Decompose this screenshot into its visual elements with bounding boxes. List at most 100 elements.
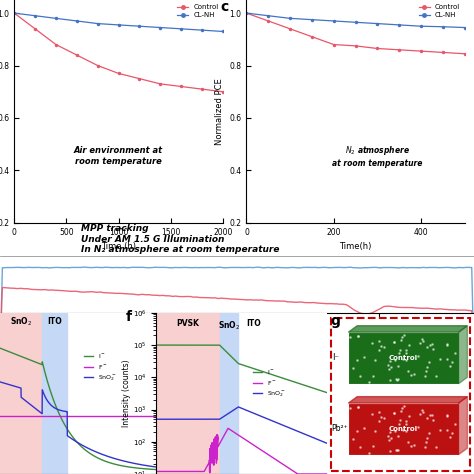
Text: SnO$_2$: SnO$_2$ [10, 315, 32, 328]
Point [417, 339, 424, 346]
Y-axis label: Intensity (counts): Intensity (counts) [122, 360, 131, 427]
Text: SnO$_2$: SnO$_2$ [218, 319, 240, 332]
Text: Pb²⁺: Pb²⁺ [331, 424, 348, 433]
I$^-$ [0, 345, 3, 351]
Point [414, 352, 422, 360]
Point [424, 364, 431, 371]
Point [451, 420, 458, 428]
F$^-$ [324, 471, 330, 474]
SnO$_2^-$ [60, 408, 66, 414]
Point [391, 338, 398, 346]
Point [387, 364, 394, 371]
SnO$_2^-$ [119, 458, 125, 464]
X-axis label: Time (h): Time (h) [101, 242, 136, 251]
FancyBboxPatch shape [331, 318, 470, 471]
I$^-$ [119, 463, 125, 469]
Point [354, 403, 361, 411]
I$^-$ [319, 388, 325, 394]
Point [422, 438, 430, 446]
SnO$_2^-$ [0, 379, 3, 385]
Point [386, 428, 393, 436]
Text: g: g [330, 314, 340, 328]
Point [424, 434, 431, 442]
Point [428, 340, 436, 347]
F$^-$ [60, 413, 66, 419]
Polygon shape [348, 397, 467, 403]
I$^-$ [66, 429, 72, 435]
F$^-$ [0, 413, 3, 419]
Point [427, 341, 434, 348]
Point [443, 342, 451, 349]
Point [399, 333, 406, 340]
Point [443, 412, 451, 420]
Point [405, 341, 412, 348]
I$^-$ [105, 459, 110, 465]
Point [430, 416, 438, 424]
Point [377, 343, 384, 350]
Point [354, 333, 361, 340]
F$^-$ [154, 469, 159, 474]
Point [428, 411, 436, 419]
Point [419, 409, 427, 416]
Point [375, 337, 383, 345]
Point [349, 435, 356, 442]
Point [386, 447, 393, 455]
Point [391, 409, 398, 417]
Point [418, 336, 425, 343]
Point [384, 432, 392, 439]
Point [346, 333, 354, 340]
Point [400, 402, 407, 410]
Point [353, 427, 361, 435]
I$^-$ [60, 419, 66, 425]
Line: SnO$_2^-$: SnO$_2^-$ [156, 407, 327, 443]
I$^-$ [319, 388, 325, 394]
Point [392, 356, 399, 364]
Point [368, 340, 375, 347]
Text: Control: Control [389, 355, 418, 361]
Point [432, 372, 440, 380]
Point [365, 378, 373, 385]
Point [356, 372, 364, 380]
Point [386, 376, 393, 384]
Point [356, 443, 364, 451]
Point [369, 372, 376, 379]
Bar [42, 313, 67, 474]
F$^-$ [288, 467, 294, 473]
Point [396, 417, 404, 424]
Point [397, 407, 405, 414]
Point [387, 434, 394, 442]
F$^-$ [225, 426, 231, 431]
Point [371, 356, 378, 364]
F$^-$ [295, 471, 301, 474]
Point [392, 376, 400, 383]
Bar [219, 313, 238, 474]
Polygon shape [458, 397, 467, 455]
Point [432, 443, 440, 450]
Polygon shape [348, 326, 467, 332]
Point [430, 346, 438, 353]
Line: I$^-$: I$^-$ [0, 348, 156, 470]
F$^-$ [13, 413, 19, 419]
Point [444, 355, 451, 363]
Point [397, 336, 405, 344]
Point [404, 367, 411, 374]
F$^-$ [319, 471, 325, 474]
Text: c: c [220, 0, 228, 14]
Point [444, 426, 451, 433]
Point [448, 429, 456, 437]
SnO$_2^-$ [237, 405, 242, 410]
SnO$_2^-$ [324, 440, 330, 446]
I$^-$ [122, 464, 128, 469]
Point [391, 338, 398, 346]
Point [423, 414, 431, 422]
Point [380, 344, 387, 351]
F$^-$ [119, 413, 125, 419]
Point [404, 438, 411, 446]
SnO$_2^-$ [13, 384, 19, 390]
Point [395, 446, 402, 454]
Point [444, 411, 451, 419]
Point [426, 429, 433, 437]
Line: SnO$_2^-$: SnO$_2^-$ [0, 382, 156, 467]
F$^-$ [105, 413, 110, 419]
Text: $N_2$ atmosphere
at room temperature: $N_2$ atmosphere at room temperature [332, 144, 422, 168]
